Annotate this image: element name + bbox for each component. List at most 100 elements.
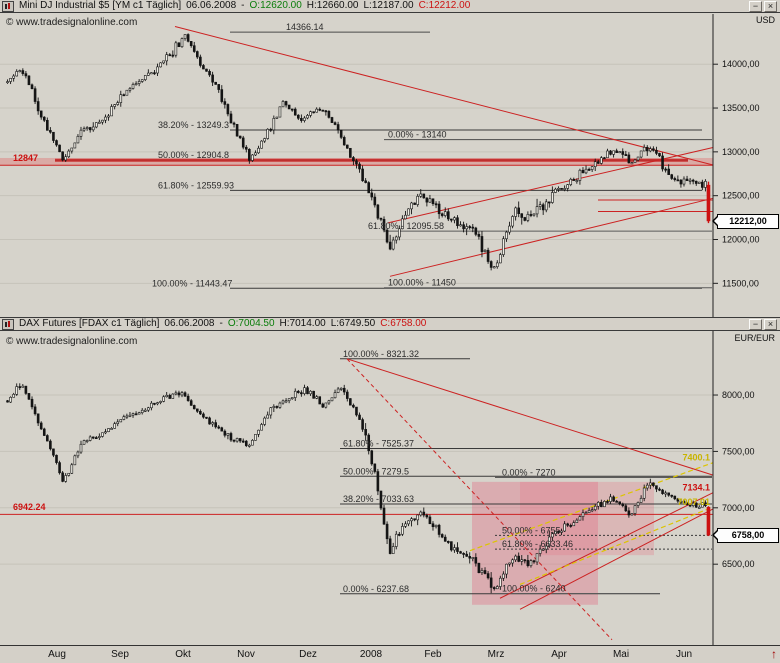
candle-body (538, 548, 542, 554)
candle-body (134, 413, 138, 416)
candle-body (688, 504, 692, 507)
high-value: H:12660.00 (306, 0, 359, 11)
line-price-label: 7400.1 (682, 453, 710, 463)
candle-body (88, 436, 92, 441)
ym-chart-canvas[interactable]: 14366.14 38.20% - 13249.3 0.00% - 13140 50.… (0, 14, 780, 317)
candle-body (600, 502, 603, 508)
y-axis-tick-label: 7000,00 (722, 503, 755, 513)
candle-body (85, 440, 89, 442)
fib-label: 0.00% - 7270 (502, 467, 556, 477)
candle-body (241, 137, 245, 148)
candle-body (398, 228, 401, 238)
candle-body (649, 148, 652, 152)
candle-body (489, 577, 493, 588)
minimize-button[interactable]: − (749, 0, 762, 12)
candle-body (312, 390, 315, 399)
candle-body (596, 502, 600, 507)
candle-body (557, 187, 560, 190)
candle-body (410, 518, 413, 522)
candle-body (364, 429, 367, 436)
candle-body (339, 387, 343, 390)
candle-body (569, 524, 573, 527)
candle-body (30, 398, 34, 408)
candle-body (548, 201, 551, 204)
candle-body (208, 71, 211, 76)
candle-body (563, 188, 566, 190)
candle-body (318, 396, 322, 405)
candle-body (468, 556, 472, 559)
candle-body (511, 216, 514, 227)
window-buttons: − × (749, 0, 777, 12)
candle-body (42, 428, 46, 436)
candle-body (499, 254, 502, 264)
candle-body (548, 536, 551, 547)
candle-body (532, 213, 536, 216)
close-button[interactable]: × (764, 0, 777, 12)
candle-body (474, 557, 478, 564)
candle-body (355, 406, 358, 416)
candle-body (652, 482, 655, 486)
candle-body (422, 511, 426, 516)
fib-label: 0.00% - 6237.68 (343, 584, 409, 594)
candle-body (143, 75, 147, 80)
candle-body (584, 168, 588, 174)
candle-body (150, 402, 153, 409)
candle-body (627, 154, 631, 164)
candle-body (61, 472, 64, 482)
candle-body (287, 104, 291, 110)
trend-line (519, 508, 714, 610)
candle-body (269, 128, 273, 131)
candle-body (407, 208, 410, 216)
candle-body (358, 414, 361, 420)
candle-body (394, 236, 398, 241)
candle-body (694, 502, 698, 508)
fdax-chart-canvas[interactable]: 100.00% - 8321.32 61.80% - 7525.37 50.00% … (0, 331, 780, 645)
candle-body (704, 502, 707, 507)
candle-body (581, 169, 585, 174)
candle-body (697, 181, 701, 184)
candle-body (462, 552, 465, 555)
panel-header-fdax[interactable]: DAX Futures [FDAX c1 Täglich] 06.06.2008… (0, 318, 780, 331)
candle-body (159, 401, 162, 403)
candle-body (443, 536, 447, 542)
candle-body (281, 400, 285, 404)
candle-body (217, 426, 221, 429)
candle-body (33, 88, 37, 102)
candle-body (676, 179, 680, 182)
candle-body (244, 440, 248, 446)
candle-body (511, 559, 514, 564)
candle-body (122, 416, 126, 420)
candle-body (419, 511, 423, 516)
candle-body (630, 513, 634, 516)
minimize-button[interactable]: − (749, 318, 762, 330)
candle-body (257, 429, 260, 435)
candle-body (352, 157, 355, 162)
chart-icon (2, 318, 14, 330)
candle-body (58, 144, 61, 153)
candle-body (664, 168, 667, 171)
candle-body (125, 415, 129, 418)
candle-body (229, 113, 233, 124)
candle-body (465, 226, 468, 230)
candle-body (159, 62, 162, 68)
channel-line (469, 462, 714, 552)
candle-body (704, 181, 707, 188)
candle-body (679, 500, 683, 503)
candle-body (691, 179, 695, 182)
price-tag-fdax: 6758,00 (712, 528, 779, 544)
candle-body (211, 422, 214, 425)
candle-body (361, 419, 364, 430)
candle-body (612, 496, 615, 502)
window-buttons: − × (749, 318, 777, 330)
candle-body (477, 562, 481, 573)
fib-label: 38.20% - 7033.63 (343, 494, 414, 504)
candle-body (12, 394, 15, 398)
time-axis[interactable]: Aug Sep Okt Nov Dez 2008 Feb Mrz Apr Mai Jun ↑ (0, 645, 780, 663)
candle-body (413, 518, 416, 521)
candle-body (609, 496, 612, 502)
scroll-up-arrow[interactable]: ↑ (771, 647, 777, 661)
close-button[interactable]: × (764, 318, 777, 330)
candle-body (578, 516, 582, 521)
panel-header-ym[interactable]: Mini DJ Industrial $5 [YM c1 Täglich] 06… (0, 0, 780, 13)
y-axis-tick-label: 6500,00 (722, 559, 755, 569)
